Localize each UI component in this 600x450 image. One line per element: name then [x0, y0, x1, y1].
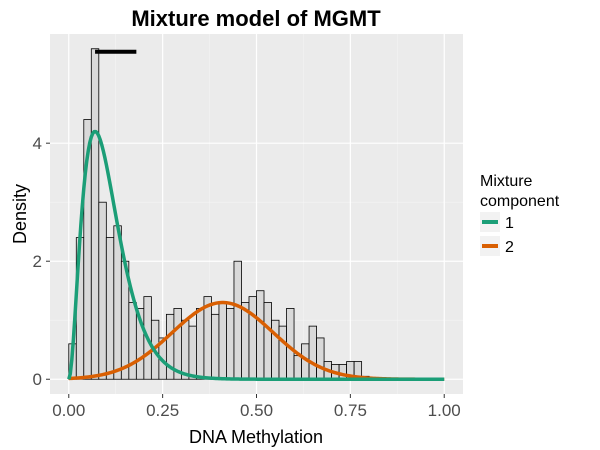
histogram-bar: [233, 260, 242, 380]
chart-title: Mixture model of MGMT: [131, 6, 381, 31]
histogram-bar: [90, 48, 100, 380]
histogram-bar: [241, 302, 250, 380]
histogram-bar: [263, 302, 272, 380]
histogram-bar: [316, 337, 325, 380]
legend-label-1: 1: [505, 215, 514, 232]
mixture-curves: [67, 129, 445, 381]
histogram-bar: [128, 302, 137, 380]
histogram-bar: [226, 308, 235, 380]
x-tick-label: 0.50: [240, 401, 273, 420]
histogram-bar: [98, 201, 107, 380]
histogram-bar: [218, 302, 227, 380]
x-tick-label: 0.75: [334, 401, 367, 420]
x-tick-label: 0.00: [52, 401, 85, 420]
x-tick-label: 0.25: [146, 401, 179, 420]
histogram-bar: [271, 319, 280, 380]
legend: Mixture component 1 2: [480, 173, 560, 256]
histogram-bar: [211, 313, 220, 380]
histogram-bar: [181, 319, 190, 380]
histogram-bar: [188, 325, 197, 380]
legend-title-line-1: Mixture: [480, 173, 533, 190]
histogram-bar: [293, 355, 302, 380]
legend-label-2: 2: [505, 239, 514, 256]
legend-title-line-2: component: [480, 193, 560, 210]
component-1-curve: [67, 129, 445, 381]
axis-ticks: 0.00 0.25 0.50 0.75 1.00 0 2 4: [33, 134, 461, 420]
histogram-bar: [196, 308, 205, 380]
y-axis-title: Density: [10, 184, 30, 244]
x-tick-label: 1.00: [428, 401, 461, 420]
histogram-bar: [256, 290, 265, 380]
histogram-bar: [203, 296, 212, 380]
histogram-bar: [308, 325, 317, 380]
histogram-bar: [338, 364, 348, 380]
y-tick-label: 0: [33, 370, 42, 389]
y-tick-label: 4: [33, 134, 42, 153]
histogram-bar: [248, 296, 257, 380]
y-tick-label: 2: [33, 252, 42, 271]
histogram-bars: [68, 48, 370, 380]
x-axis-title: DNA Methylation: [189, 427, 323, 447]
histogram-bar: [113, 225, 122, 380]
histogram-bar: [278, 325, 287, 380]
histogram-bar: [105, 237, 115, 380]
grid-lines: [50, 34, 463, 394]
